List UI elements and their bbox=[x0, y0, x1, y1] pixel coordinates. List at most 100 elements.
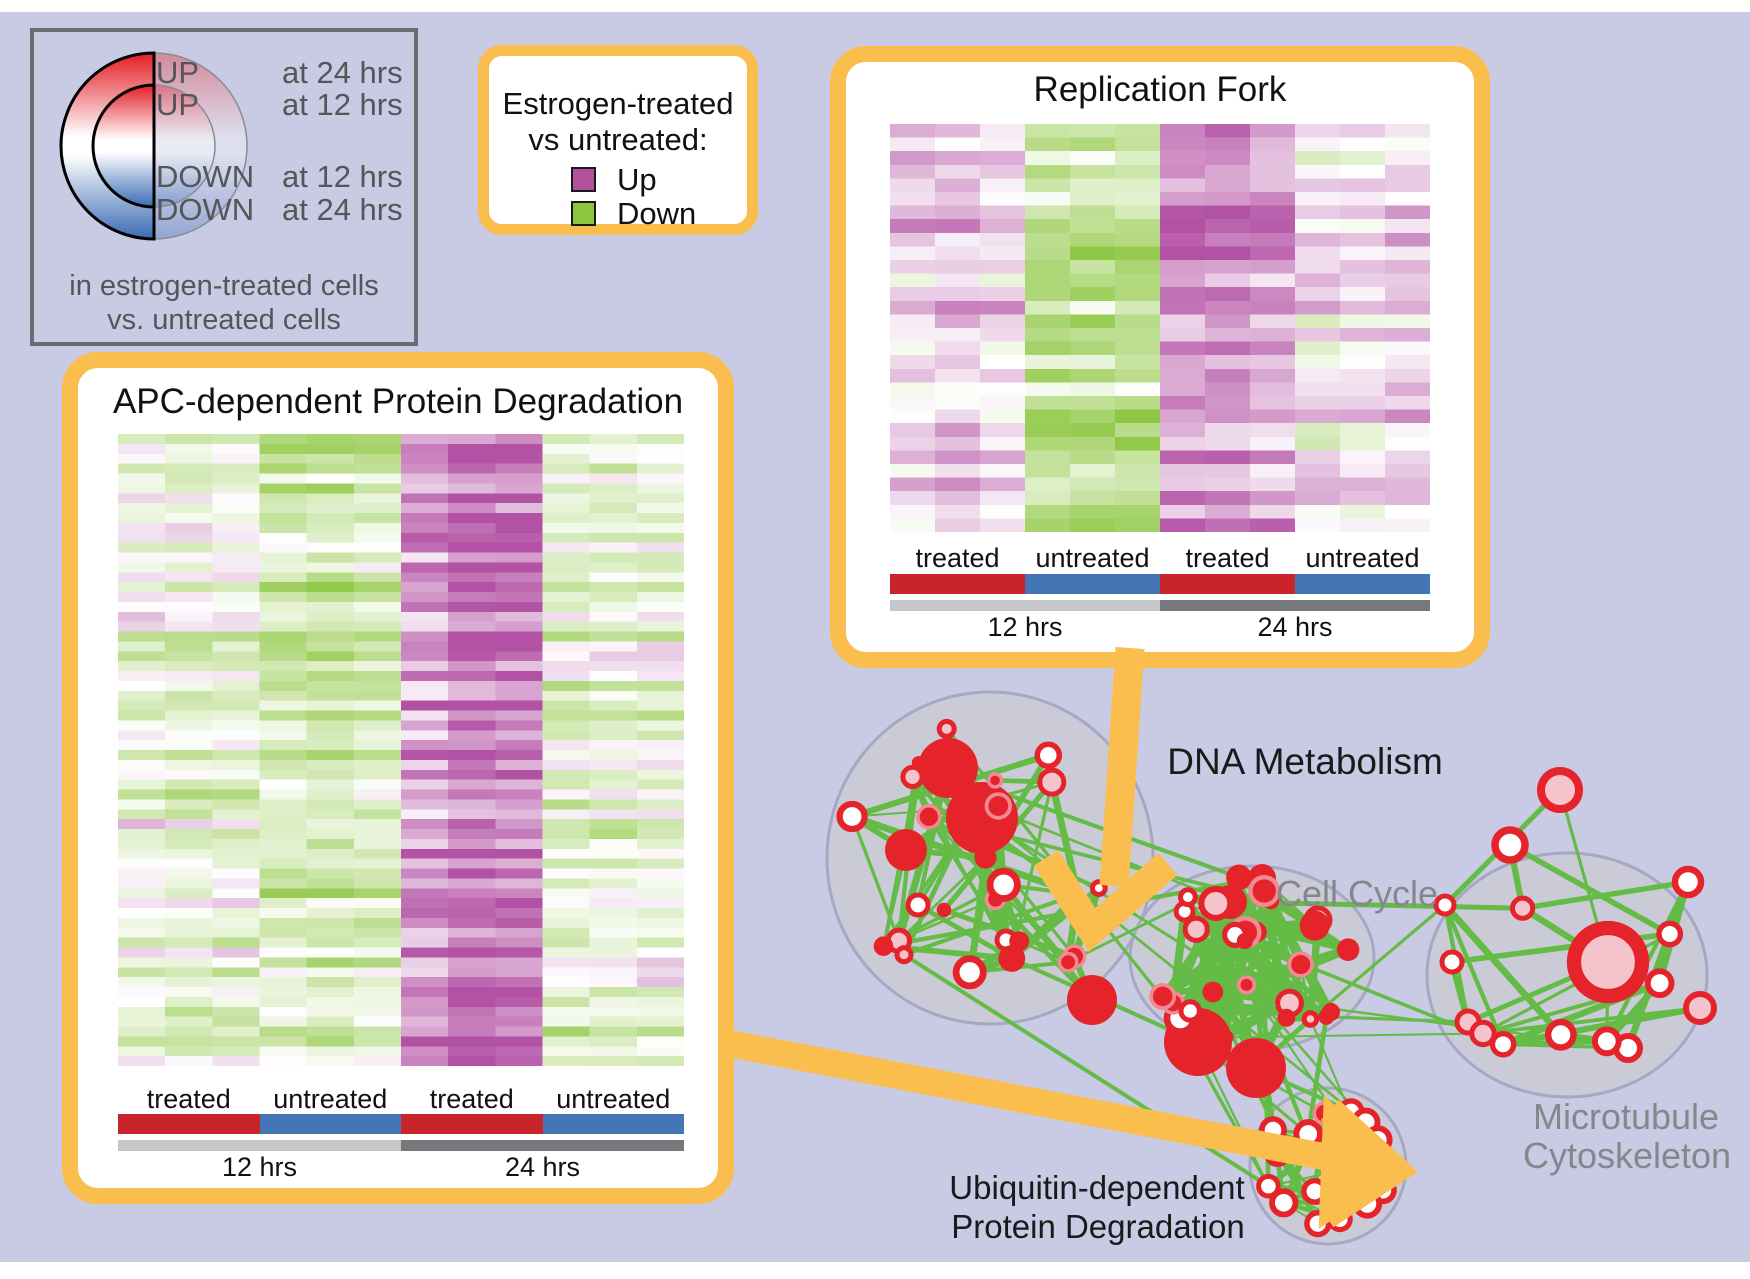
heat-cell bbox=[1205, 409, 1251, 424]
heat-cell bbox=[1250, 409, 1296, 424]
heat-cell bbox=[353, 838, 402, 850]
heat-cell bbox=[935, 260, 981, 275]
heat-cell bbox=[636, 493, 684, 504]
heat-cell bbox=[1205, 436, 1251, 451]
heat-cell bbox=[1115, 355, 1161, 370]
heat-cell bbox=[980, 137, 1026, 152]
heat-cell bbox=[1385, 436, 1430, 451]
heat-cell bbox=[980, 423, 1026, 438]
heat-cell bbox=[353, 710, 402, 721]
heat-cell bbox=[401, 513, 449, 524]
heat-cell bbox=[935, 314, 981, 329]
heat-cell bbox=[165, 631, 213, 642]
heat-cell bbox=[259, 463, 308, 475]
heat-cell bbox=[589, 690, 638, 702]
heat-cell bbox=[353, 819, 402, 830]
heat-cell bbox=[1070, 477, 1116, 492]
heat-cell bbox=[259, 700, 308, 712]
heat-cell bbox=[401, 720, 449, 731]
heat-cell bbox=[589, 592, 638, 603]
heat-cell bbox=[935, 396, 981, 411]
heat-cell bbox=[589, 967, 638, 978]
heat-cell bbox=[935, 328, 981, 343]
heat-cell bbox=[1340, 328, 1386, 343]
heat-cell bbox=[1115, 436, 1161, 451]
heat-cell bbox=[935, 178, 981, 193]
heat-cell bbox=[589, 868, 638, 879]
heat-cell bbox=[890, 328, 936, 343]
heat-cell bbox=[980, 232, 1026, 247]
heat-cell bbox=[495, 592, 544, 603]
heat-cell bbox=[1295, 355, 1341, 370]
heat-cell bbox=[118, 977, 166, 988]
heat-cell bbox=[306, 434, 355, 445]
heat-cell bbox=[495, 434, 544, 445]
heat-cell bbox=[636, 809, 684, 820]
heat-cell bbox=[890, 355, 936, 370]
heat-cell bbox=[1025, 287, 1071, 302]
heat-cell bbox=[935, 205, 981, 220]
heat-cell bbox=[542, 552, 591, 563]
heat-cell bbox=[306, 1006, 355, 1018]
heat-cell bbox=[1205, 151, 1251, 166]
heat-cell bbox=[980, 205, 1026, 220]
up-color-swatch bbox=[571, 167, 596, 192]
heat-cell bbox=[448, 1056, 496, 1066]
heat-cell bbox=[118, 1046, 166, 1057]
heat-cell bbox=[636, 819, 684, 830]
heat-cell bbox=[1160, 436, 1206, 451]
heat-cell bbox=[118, 680, 166, 692]
untreated-bar bbox=[259, 1114, 401, 1134]
heat-cell bbox=[306, 710, 355, 721]
heat-cell bbox=[1070, 205, 1116, 220]
heat-cell bbox=[353, 641, 402, 652]
heat-cell bbox=[212, 1036, 261, 1047]
heat-cell bbox=[636, 503, 684, 514]
heat-cell bbox=[542, 759, 591, 771]
heat-cell bbox=[448, 987, 496, 998]
heat-cell bbox=[495, 443, 544, 455]
heat-cell bbox=[636, 829, 684, 840]
heat-cell bbox=[212, 720, 261, 731]
heat-cell bbox=[890, 273, 936, 288]
heat-cell bbox=[495, 838, 544, 850]
heat-cell bbox=[165, 493, 213, 504]
heat-cell bbox=[1160, 368, 1206, 383]
heat-cell bbox=[589, 572, 638, 583]
heat-cell bbox=[212, 572, 261, 583]
heat-cell bbox=[448, 730, 496, 741]
heat-cell bbox=[1070, 450, 1116, 465]
heat-cell bbox=[259, 769, 308, 781]
heat-cell bbox=[401, 601, 449, 613]
heat-cell bbox=[1025, 164, 1071, 179]
heat-cell bbox=[212, 917, 261, 929]
heat-cell bbox=[1295, 341, 1341, 356]
heat-cell bbox=[1295, 436, 1341, 451]
heat-cell bbox=[589, 819, 638, 830]
heat-cell bbox=[542, 1026, 591, 1037]
heat-cell bbox=[448, 789, 496, 800]
heat-cell bbox=[589, 1026, 638, 1037]
heat-cell bbox=[495, 503, 544, 514]
heat-cell bbox=[448, 700, 496, 712]
heat-cell bbox=[589, 838, 638, 850]
heat-cell bbox=[353, 493, 402, 504]
heat-cell bbox=[353, 917, 402, 929]
heat-cell bbox=[1295, 409, 1341, 424]
heat-cell bbox=[1070, 518, 1116, 532]
heat-cell bbox=[306, 671, 355, 682]
heat-cell bbox=[1115, 450, 1161, 465]
heat-cell bbox=[165, 503, 213, 514]
heat-cell bbox=[259, 552, 308, 563]
heat-cell bbox=[1025, 355, 1071, 370]
heat-cell bbox=[542, 443, 591, 455]
heat-cell bbox=[165, 740, 213, 751]
heat-cell bbox=[636, 601, 684, 613]
heat-cell bbox=[495, 1056, 544, 1066]
heat-cell bbox=[1115, 368, 1161, 383]
down-color-swatch bbox=[571, 201, 596, 226]
heat-cell bbox=[401, 532, 449, 544]
heat-cell bbox=[165, 977, 213, 988]
heat-cell bbox=[306, 513, 355, 524]
heat-cell bbox=[1385, 300, 1430, 315]
